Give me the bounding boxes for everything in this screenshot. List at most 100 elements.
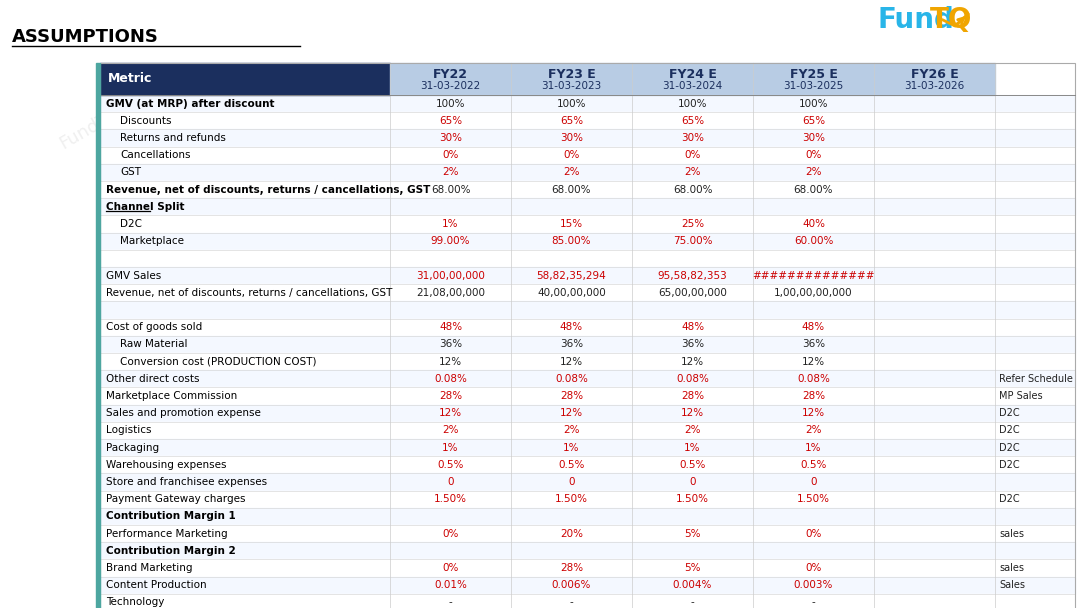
Text: 0.08%: 0.08% <box>555 374 588 384</box>
Text: FundTQ: FundTQ <box>266 153 334 203</box>
Text: sales: sales <box>999 563 1024 573</box>
Text: GMV (at MRP) after discount: GMV (at MRP) after discount <box>106 98 274 109</box>
Text: D2C: D2C <box>999 443 1020 452</box>
Text: 20%: 20% <box>561 528 583 539</box>
Text: 65%: 65% <box>559 116 583 126</box>
Bar <box>100 336 1075 353</box>
Text: FY23 E: FY23 E <box>548 67 595 81</box>
Text: 12%: 12% <box>680 357 704 367</box>
Text: FundTQ: FundTQ <box>665 383 734 433</box>
Bar <box>100 112 1075 130</box>
Text: Performance Marketing: Performance Marketing <box>106 528 228 539</box>
Text: ##############: ############## <box>753 271 875 281</box>
Text: FY22: FY22 <box>433 67 468 81</box>
Text: 0.5%: 0.5% <box>800 460 826 470</box>
Text: 0.004%: 0.004% <box>673 580 712 590</box>
Text: 0%: 0% <box>443 563 459 573</box>
Text: Marketplace Commission: Marketplace Commission <box>106 391 238 401</box>
Text: Cancellations: Cancellations <box>120 150 190 160</box>
Text: Brand Marketing: Brand Marketing <box>106 563 192 573</box>
Bar <box>100 215 1075 233</box>
Bar <box>100 302 1075 319</box>
Text: FundTQ: FundTQ <box>315 303 384 353</box>
Text: 1%: 1% <box>564 443 580 452</box>
Text: FY26 E: FY26 E <box>910 67 958 81</box>
Text: D2C: D2C <box>999 494 1020 504</box>
Text: 40%: 40% <box>802 219 825 229</box>
Text: -: - <box>569 598 573 607</box>
Bar <box>100 353 1075 370</box>
Text: 12%: 12% <box>802 408 825 418</box>
Text: 0.006%: 0.006% <box>552 580 591 590</box>
Text: 68.00%: 68.00% <box>552 185 591 195</box>
Text: 100%: 100% <box>799 98 828 109</box>
Text: 12%: 12% <box>559 357 583 367</box>
Text: 0.5%: 0.5% <box>679 460 705 470</box>
Text: 2%: 2% <box>806 167 822 178</box>
Text: 2%: 2% <box>806 426 822 435</box>
Text: 2%: 2% <box>564 167 580 178</box>
Text: 1%: 1% <box>806 443 822 452</box>
Text: 0.08%: 0.08% <box>676 374 708 384</box>
Text: Content Production: Content Production <box>106 580 206 590</box>
Text: 0: 0 <box>810 477 816 487</box>
Text: 99.00%: 99.00% <box>431 236 470 246</box>
Text: 0%: 0% <box>806 563 822 573</box>
Text: Technology: Technology <box>106 598 164 607</box>
Text: 1%: 1% <box>442 443 459 452</box>
Text: 1%: 1% <box>442 219 459 229</box>
Text: 0.5%: 0.5% <box>558 460 584 470</box>
Text: 1,00,00,00,000: 1,00,00,00,000 <box>774 288 853 298</box>
Text: 28%: 28% <box>438 391 462 401</box>
Bar <box>100 456 1075 474</box>
Text: 0%: 0% <box>685 150 701 160</box>
Text: 48%: 48% <box>559 322 583 332</box>
Text: 1.50%: 1.50% <box>676 494 708 504</box>
Text: Packaging: Packaging <box>106 443 159 452</box>
Text: 65%: 65% <box>438 116 462 126</box>
Text: 28%: 28% <box>559 391 583 401</box>
Text: 1.50%: 1.50% <box>434 494 467 504</box>
Text: Discounts: Discounts <box>120 116 172 126</box>
Text: 100%: 100% <box>678 98 707 109</box>
Text: GMV Sales: GMV Sales <box>106 271 161 281</box>
Text: Marketplace: Marketplace <box>120 236 184 246</box>
Text: 1%: 1% <box>685 443 701 452</box>
Text: 36%: 36% <box>802 339 825 350</box>
Bar <box>100 508 1075 525</box>
Bar <box>511 63 632 95</box>
Text: 30%: 30% <box>681 133 704 143</box>
Text: FundTQ: FundTQ <box>766 153 834 203</box>
Text: D2C: D2C <box>999 426 1020 435</box>
Text: 100%: 100% <box>557 98 586 109</box>
Bar <box>632 63 753 95</box>
Text: 12%: 12% <box>438 357 462 367</box>
Text: 31-03-2022: 31-03-2022 <box>420 81 481 91</box>
Text: 12%: 12% <box>438 408 462 418</box>
Text: Fund: Fund <box>877 6 954 34</box>
Bar <box>100 250 1075 267</box>
Text: 2%: 2% <box>685 167 701 178</box>
Text: sales: sales <box>999 528 1024 539</box>
Text: 2%: 2% <box>442 426 459 435</box>
Bar <box>100 147 1075 164</box>
Text: 0.08%: 0.08% <box>434 374 467 384</box>
Text: 65%: 65% <box>680 116 704 126</box>
Text: Conversion cost (PRODUCTION COST): Conversion cost (PRODUCTION COST) <box>120 357 316 367</box>
Text: Cost of goods sold: Cost of goods sold <box>106 322 202 332</box>
Text: 68.00%: 68.00% <box>431 185 470 195</box>
Bar <box>100 422 1075 439</box>
Text: 2%: 2% <box>442 167 459 178</box>
Bar <box>100 198 1075 215</box>
Text: 12%: 12% <box>559 408 583 418</box>
Text: Sales and promotion expense: Sales and promotion expense <box>106 408 261 418</box>
Bar <box>100 284 1075 302</box>
Text: 1.50%: 1.50% <box>555 494 588 504</box>
Text: FundTQ: FundTQ <box>56 103 124 153</box>
Text: 36%: 36% <box>559 339 583 350</box>
Text: 25%: 25% <box>680 219 704 229</box>
Bar <box>100 404 1075 422</box>
Bar <box>100 233 1075 250</box>
Bar <box>100 267 1075 284</box>
Text: 0.5%: 0.5% <box>437 460 463 470</box>
